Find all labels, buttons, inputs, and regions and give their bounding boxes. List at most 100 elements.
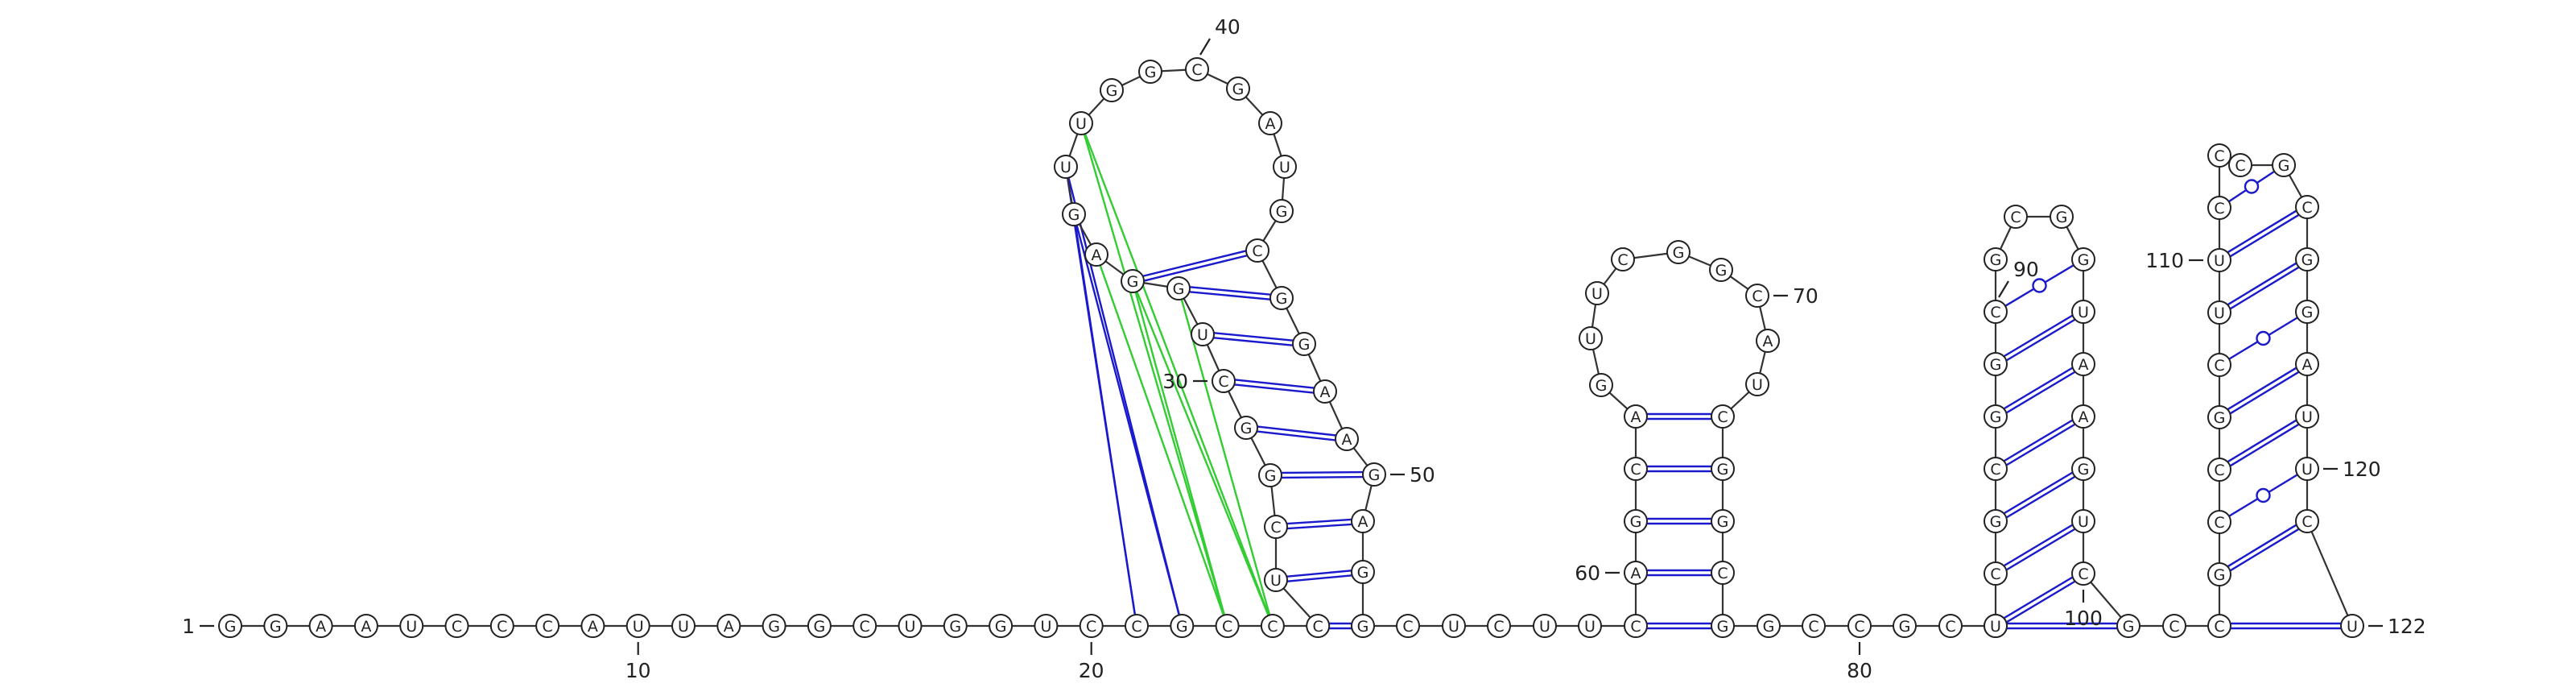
nucleotide-letter: C	[860, 618, 870, 636]
nucleotide-circle	[2295, 300, 2319, 324]
nucleotide-circle	[1624, 457, 1648, 481]
nucleotide-circle	[1069, 111, 1093, 135]
nucleotide-letter: G	[2214, 566, 2226, 584]
nucleotide-circle	[2207, 562, 2231, 586]
nucleotide: G	[989, 614, 1013, 638]
position-label: 40	[1215, 15, 1241, 39]
nucleotide-letter: C	[2214, 514, 2224, 532]
nucleotide-letter: A	[588, 618, 598, 636]
nucleotide-letter: U	[1448, 618, 1459, 636]
nucleotide-circle	[1745, 372, 1769, 396]
nucleotide-letter: G	[1717, 513, 1729, 531]
base-pair-line	[1281, 470, 1363, 474]
nucleotide-circle	[489, 614, 514, 638]
nucleotide: C	[1984, 300, 2008, 324]
nucleotide: U	[1442, 614, 1466, 638]
nucleotide: G	[1351, 560, 1375, 584]
nucleotide: G	[943, 614, 968, 638]
nucleotide-letter: G	[768, 618, 780, 636]
nucleotide: C	[2207, 614, 2231, 638]
nucleotide-circle	[1258, 111, 1282, 135]
base-pair-line	[2229, 266, 2300, 310]
nucleotide: C	[2207, 353, 2231, 377]
nucleotide-circle	[2207, 614, 2231, 638]
nucleotide: G	[218, 614, 242, 638]
nucleotide-circle	[2295, 352, 2319, 376]
nucleotide-circle	[1711, 509, 1735, 533]
base-pair-line	[2229, 528, 2300, 572]
nucleotide-letter: G	[2301, 304, 2314, 321]
nucleotide-letter: U	[2214, 252, 2225, 270]
nucleotide: U	[1191, 322, 1215, 346]
nucleotide-letter: G	[995, 618, 1007, 636]
nucleotide: C	[1984, 457, 2008, 481]
nucleotide: G	[1984, 352, 2008, 376]
base-pair-line	[2005, 475, 2076, 519]
nucleotide-circle	[1166, 276, 1191, 300]
nucleotide: U	[1578, 614, 1602, 638]
base-pair-line	[2227, 524, 2297, 568]
base-pair-line	[2227, 262, 2297, 306]
nucleotide-letter: C	[1717, 408, 1728, 426]
nucleotide-letter: G	[949, 618, 961, 636]
nucleotide-letter: G	[2078, 251, 2090, 269]
nucleotide-circle	[218, 614, 242, 638]
nucleotide-letter: G	[1990, 251, 2002, 269]
nucleotide-circle	[2295, 404, 2319, 429]
base-pair-line	[2229, 371, 2300, 415]
nucleotide: U	[1745, 372, 1769, 396]
nucleotide-circle	[2004, 205, 2028, 229]
nucleotide: G	[2071, 247, 2095, 271]
position-label: 1	[182, 615, 195, 638]
nucleotide: C	[1711, 561, 1735, 585]
nucleotide: U	[2295, 457, 2319, 481]
nucleotide: G	[2050, 205, 2074, 229]
nucleotide-letter: A	[1092, 246, 1102, 264]
nucleotide-circle	[1054, 155, 1078, 179]
tertiary-contact	[1064, 166, 1183, 627]
base-pair-line	[2003, 576, 2074, 619]
nucleotide-circle	[1757, 614, 1781, 638]
nucleotide-letter: U	[1197, 326, 1208, 344]
base-pair-line	[2005, 371, 2076, 414]
nucleotide-letter: U	[2078, 513, 2089, 531]
nucleotide-circle	[580, 614, 605, 638]
nucleotide-circle	[1585, 281, 1609, 305]
nucleotide: A	[1084, 242, 1108, 267]
nucleotide: U	[671, 614, 696, 638]
nucleotide-letter: G	[270, 618, 282, 636]
nucleotide-circle	[1260, 614, 1285, 638]
nucleotide-circle	[2050, 205, 2074, 229]
nucleotide-circle	[353, 614, 378, 638]
position-label: 60	[1575, 561, 1600, 585]
nucleotide-circle	[1084, 242, 1108, 267]
position-label: 120	[2343, 458, 2381, 481]
nucleotide-circle	[2207, 196, 2231, 220]
nucleotide-circle	[1984, 404, 2008, 429]
nucleotide-circle	[2207, 458, 2231, 482]
nucleotide: C	[1611, 247, 1635, 271]
nucleotide-circle	[1185, 57, 1209, 81]
nucleotide-letter: G	[1596, 377, 1608, 395]
nucleotide-circle	[1034, 614, 1059, 638]
nucleotide-circle	[1442, 614, 1466, 638]
nucleotide-letter: C	[1493, 618, 1504, 636]
nucleotide-circle	[1292, 332, 1316, 356]
nucleotide: G	[2116, 614, 2140, 638]
nucleotide-letter: C	[1252, 242, 1262, 260]
nucleotide-letter: C	[2214, 147, 2224, 165]
nucleotide-letter: A	[1358, 513, 1368, 531]
nucleotide-circle	[2162, 614, 2186, 638]
base-pair-line	[1287, 523, 1352, 530]
nucleotide: G	[2295, 300, 2319, 324]
nucleotide: G	[2207, 562, 2231, 586]
nucleotide-letter: G	[1068, 206, 1080, 224]
nucleotide-letter: C	[1630, 461, 1641, 478]
nucleotide: U	[2340, 614, 2364, 638]
nucleotide-letter: U	[905, 618, 916, 636]
nucleotide: C	[1125, 614, 1149, 638]
nucleotide-circle	[1351, 509, 1375, 533]
nucleotide: C	[2004, 205, 2028, 229]
base-pair-line	[2227, 419, 2297, 463]
tertiary-contact	[1131, 280, 1228, 627]
